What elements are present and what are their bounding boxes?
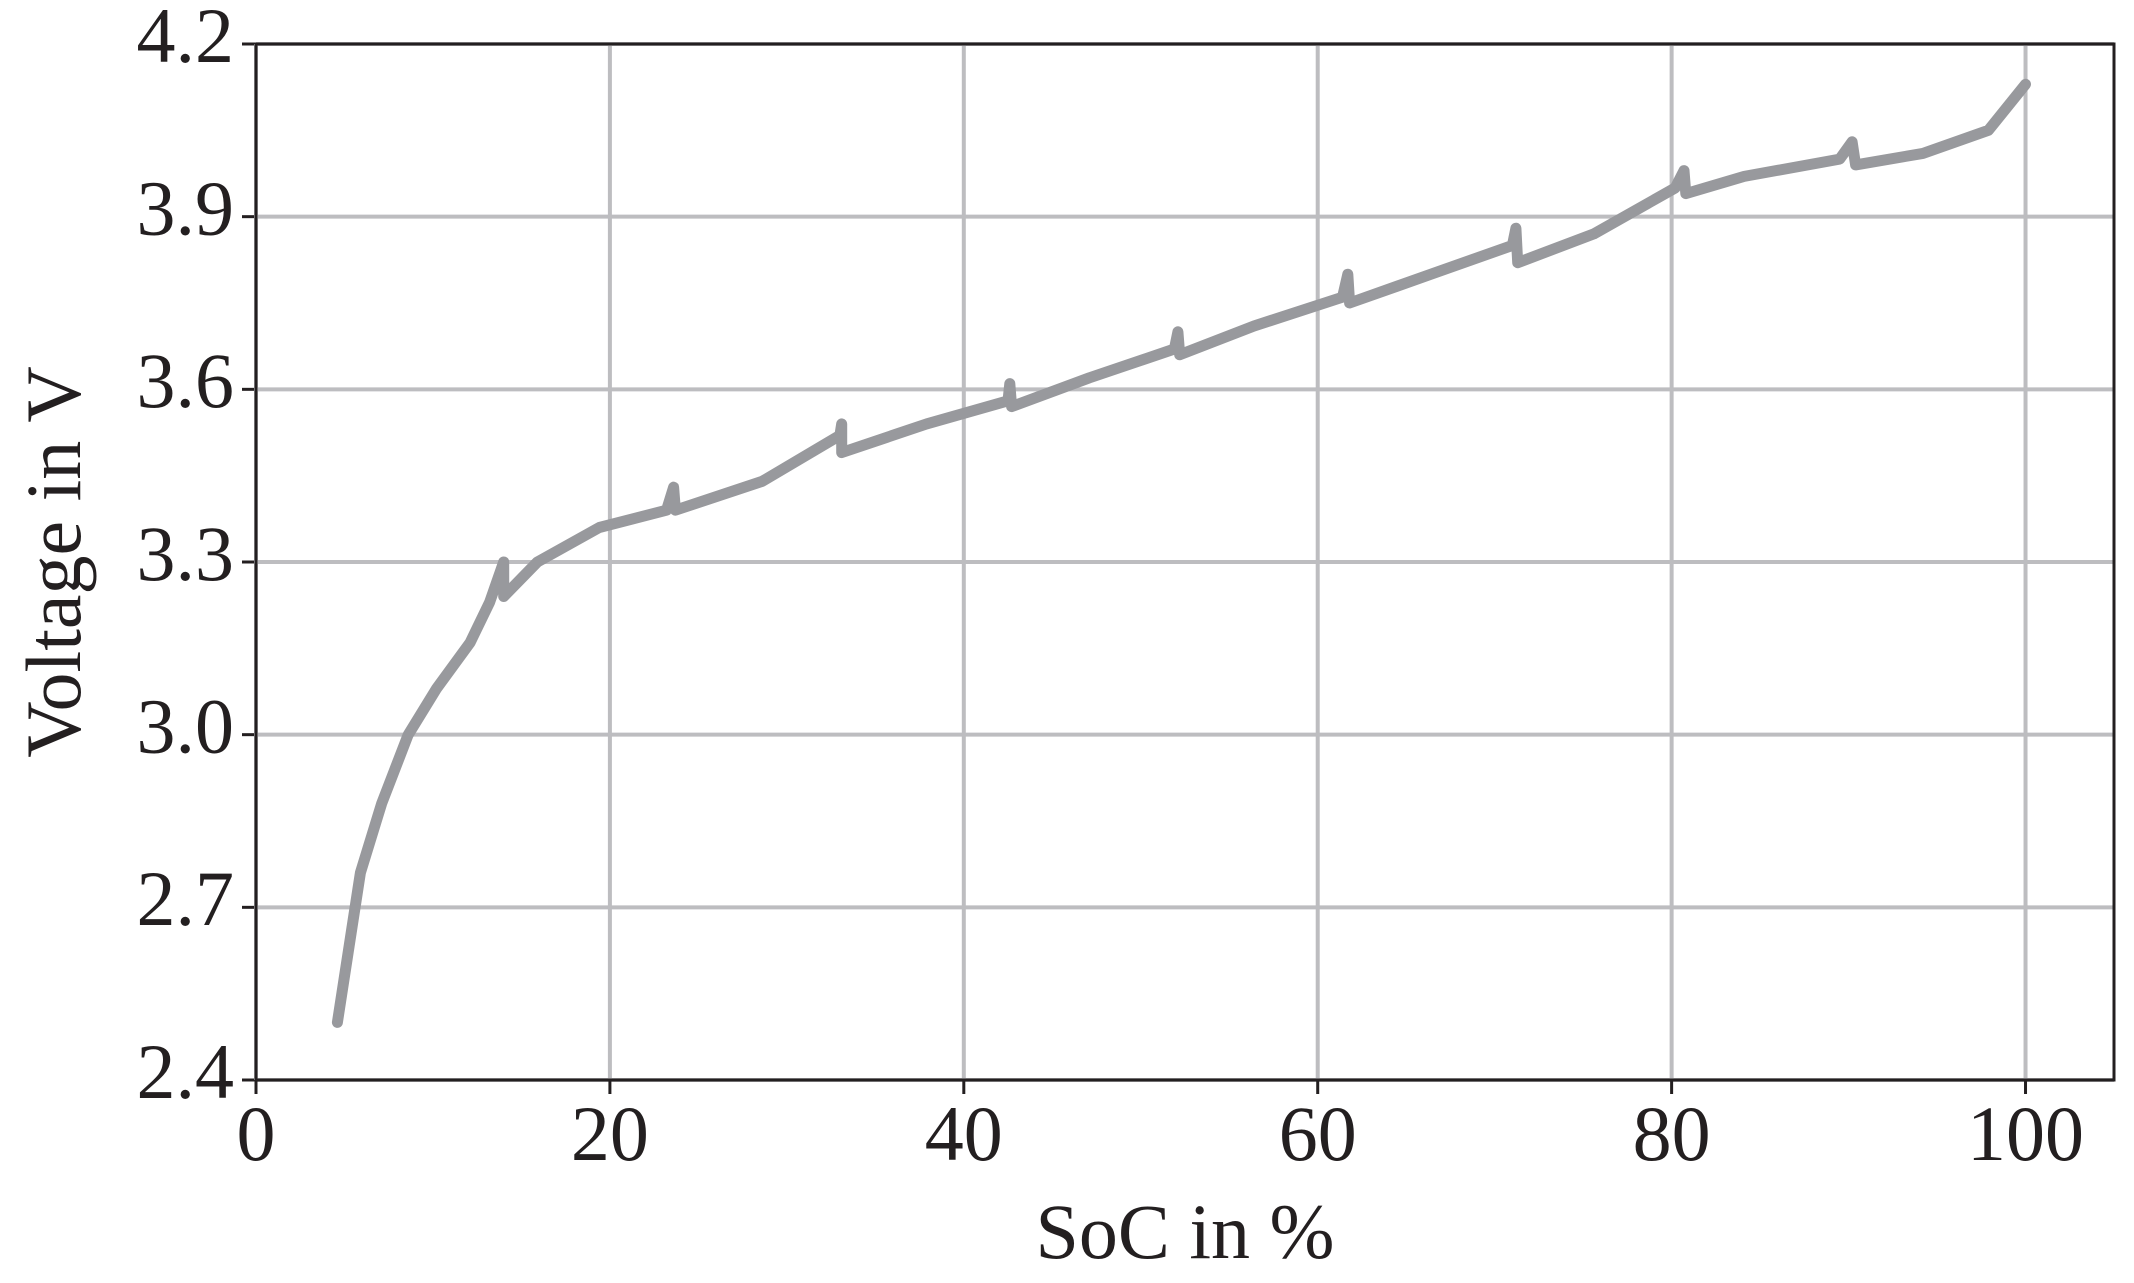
x-tick-label: 20	[571, 1090, 649, 1177]
x-tick-label: 0	[237, 1090, 276, 1177]
y-tick-label: 3.9	[137, 165, 235, 252]
y-tick-label: 3.0	[137, 683, 235, 770]
x-tick-label: 100	[1967, 1090, 2084, 1177]
x-axis-label: SoC in %	[1035, 1188, 1334, 1275]
y-tick-label: 3.3	[137, 510, 235, 597]
y-tick-label: 4.2	[137, 0, 235, 79]
y-tick-label: 2.7	[137, 855, 235, 942]
x-tick-label: 80	[1633, 1090, 1711, 1177]
y-tick-label: 3.6	[137, 337, 235, 424]
plot-frame	[254, 42, 2116, 1082]
y-axis-label: Voltage in V	[10, 366, 97, 757]
data-line	[331, 78, 2031, 1028]
x-tick-label: 60	[1279, 1090, 1357, 1177]
y-tick-label: 2.4	[137, 1028, 235, 1115]
x-tick-label: 40	[925, 1090, 1003, 1177]
